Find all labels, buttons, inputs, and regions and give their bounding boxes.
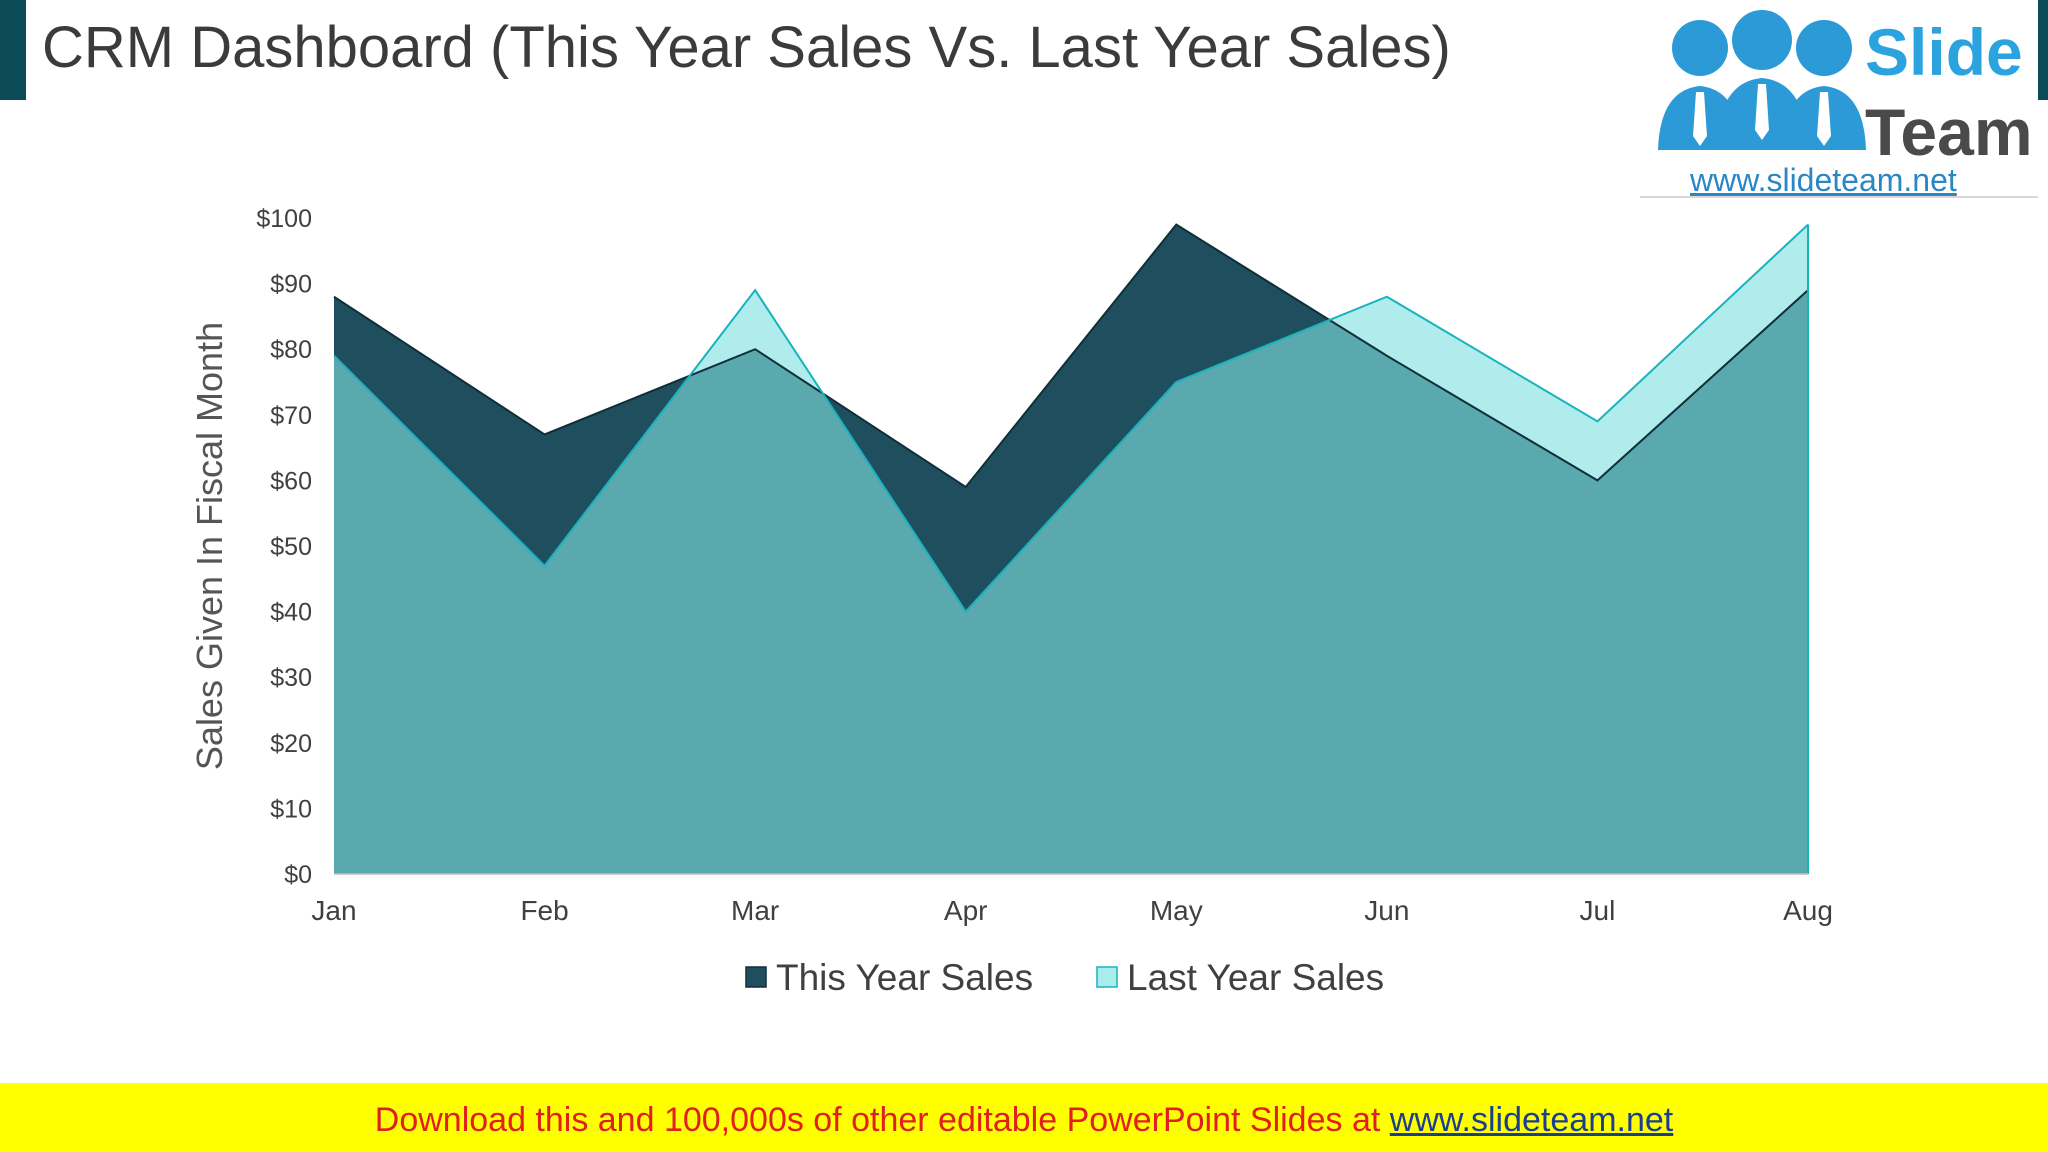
y-tick-label: $10 [270,795,312,823]
x-tick-label: Mar [731,895,779,926]
slideteam-logo: Slide Team www.slideteam.net [1640,0,2038,200]
y-tick-label: $50 [270,533,312,561]
x-tick-label: Apr [944,895,988,926]
y-tick-label: $100 [256,205,312,233]
right-accent-bar [2038,0,2048,100]
series-last-year-line [333,223,1809,614]
logo-word-slide: Slide [1865,15,2023,89]
y-tick-label: $30 [270,664,312,692]
y-tick-label: $0 [284,861,312,889]
people-icon [1658,10,1866,150]
footer-text-wrap: Download this and 100,000s of other edit… [0,1101,2048,1140]
footer-banner: Download this and 100,000s of other edit… [0,1083,2048,1152]
title-accent-bar [0,0,26,100]
y-tick-label: $90 [270,271,312,299]
x-tick-label: Aug [1783,895,1833,926]
x-tick-label: Feb [520,895,568,926]
legend-swatch [745,966,767,988]
legend-swatch [1096,966,1118,988]
x-tick-label: Jan [311,895,356,926]
y-tick-label: $40 [270,599,312,627]
logo-url-link[interactable]: www.slideteam.net [1690,162,1957,198]
page-title: CRM Dashboard (This Year Sales Vs. Last … [42,15,1451,80]
series-this-year-line [333,223,1809,489]
legend-label: This Year Sales [776,957,1033,998]
chart-legend: This Year Sales Last Year Sales [745,957,1384,998]
footer-link[interactable]: www.slideteam.net [1389,1101,1674,1139]
footer-text: Download this and 100,000s of other edit… [374,1101,1381,1139]
x-tick-label: May [1150,895,1203,926]
y-tick-label: $80 [270,336,312,364]
y-axis-label: Sales Given In Fiscal Month [189,322,230,770]
y-tick-label: $70 [270,402,312,430]
y-tick-label: $60 [270,467,312,495]
legend-label: Last Year Sales [1127,957,1384,998]
x-tick-label: Jul [1580,895,1616,926]
logo-word-team: Team [1865,95,2033,169]
y-tick-label: $20 [270,730,312,758]
x-tick-label: Jun [1364,895,1409,926]
logo-divider [1640,196,2038,198]
